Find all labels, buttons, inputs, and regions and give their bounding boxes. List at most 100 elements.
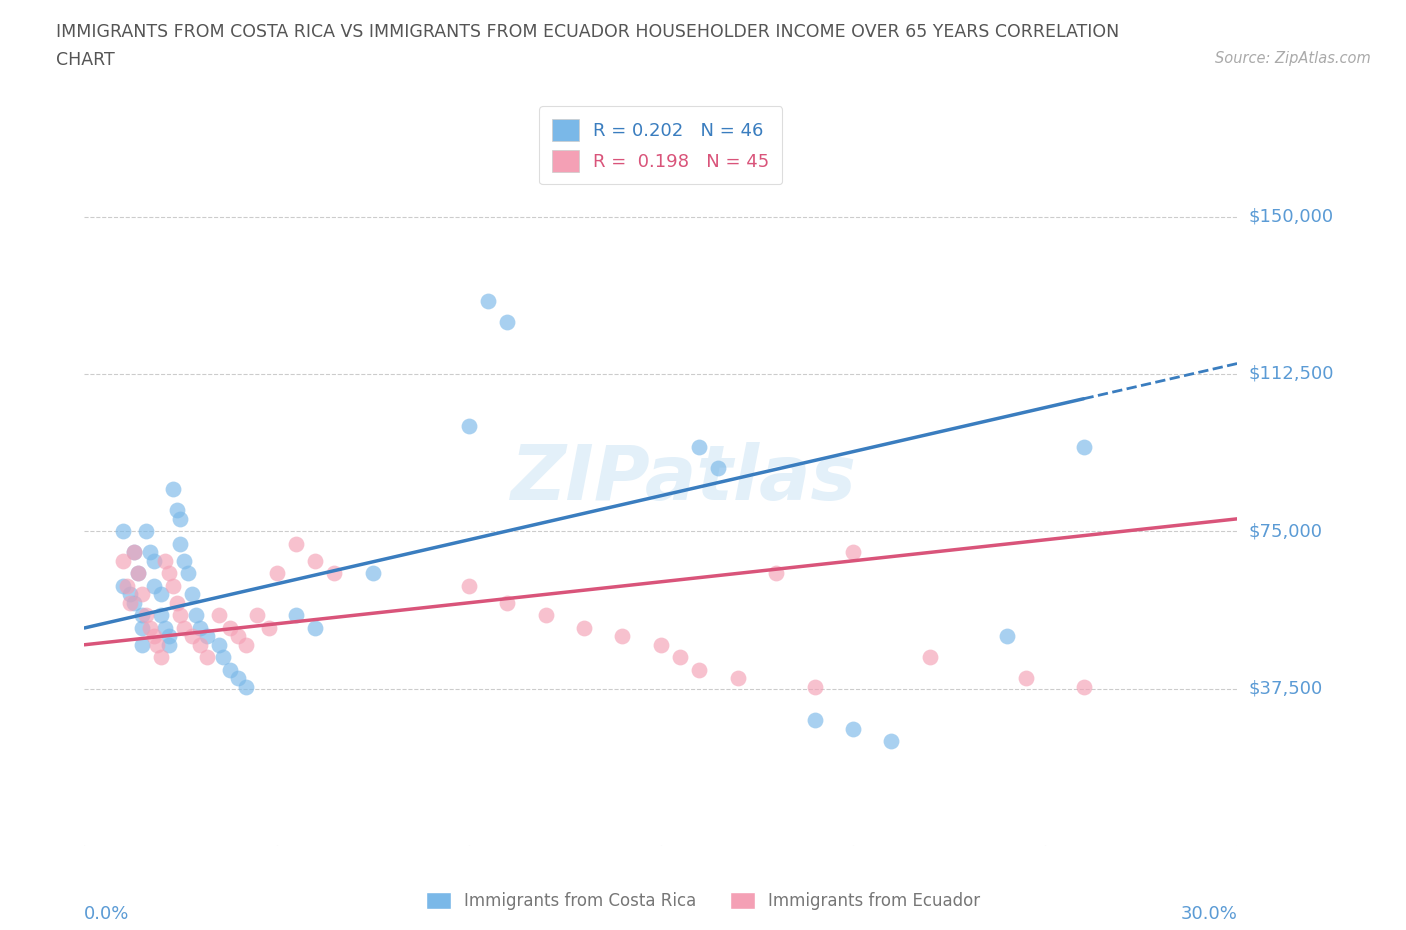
Point	[111, 524, 134, 538]
Point	[120, 595, 142, 610]
Point	[219, 620, 242, 635]
Point	[111, 578, 134, 593]
Point	[284, 608, 307, 623]
Point	[188, 637, 211, 652]
Point	[169, 512, 191, 526]
Point	[138, 545, 160, 560]
Point	[1015, 671, 1038, 685]
Point	[124, 545, 146, 560]
Point	[1073, 440, 1095, 455]
Point	[650, 637, 672, 652]
Point	[142, 553, 165, 568]
Point	[181, 629, 204, 644]
Point	[880, 734, 903, 749]
Point	[177, 566, 200, 581]
Point	[195, 629, 218, 644]
Point	[246, 608, 269, 623]
Point	[235, 637, 257, 652]
Point	[115, 578, 138, 593]
Point	[150, 587, 173, 602]
Point	[765, 566, 787, 581]
Point	[266, 566, 288, 581]
Point	[135, 608, 157, 623]
Point	[235, 679, 257, 694]
Point	[669, 650, 692, 665]
Point	[226, 671, 249, 685]
Point	[477, 293, 499, 308]
Point	[131, 608, 153, 623]
Point	[157, 566, 180, 581]
Point	[304, 553, 326, 568]
Point	[138, 620, 160, 635]
Point	[803, 713, 825, 728]
Point	[173, 553, 195, 568]
Point	[169, 608, 191, 623]
Point	[208, 637, 231, 652]
Point	[211, 650, 233, 665]
Point	[135, 524, 157, 538]
Point	[181, 587, 204, 602]
Point	[226, 629, 249, 644]
Point	[457, 578, 479, 593]
Text: $37,500: $37,500	[1249, 680, 1323, 698]
Point	[111, 553, 134, 568]
Point	[803, 679, 825, 694]
Point	[120, 587, 142, 602]
Point	[284, 537, 307, 551]
Point	[150, 608, 173, 623]
Text: $150,000: $150,000	[1249, 207, 1334, 226]
Point	[361, 566, 384, 581]
Point	[166, 503, 188, 518]
Point	[142, 629, 165, 644]
Text: 0.0%: 0.0%	[84, 905, 129, 923]
Text: Source: ZipAtlas.com: Source: ZipAtlas.com	[1215, 51, 1371, 66]
Point	[688, 440, 710, 455]
Point	[153, 553, 176, 568]
Text: IMMIGRANTS FROM COSTA RICA VS IMMIGRANTS FROM ECUADOR HOUSEHOLDER INCOME OVER 65: IMMIGRANTS FROM COSTA RICA VS IMMIGRANTS…	[56, 23, 1119, 41]
Point	[127, 566, 149, 581]
Point	[219, 662, 242, 677]
Point	[496, 314, 519, 329]
Point	[131, 587, 153, 602]
Point	[162, 578, 184, 593]
Point	[169, 537, 191, 551]
Point	[612, 629, 634, 644]
Point	[131, 620, 153, 635]
Point	[184, 608, 207, 623]
Point	[995, 629, 1018, 644]
Point	[188, 620, 211, 635]
Text: 30.0%: 30.0%	[1181, 905, 1237, 923]
Text: $75,000: $75,000	[1249, 523, 1323, 540]
Point	[173, 620, 195, 635]
Point	[727, 671, 749, 685]
Point	[146, 637, 169, 652]
Legend: Immigrants from Costa Rica, Immigrants from Ecuador: Immigrants from Costa Rica, Immigrants f…	[419, 885, 987, 917]
Point	[157, 637, 180, 652]
Point	[166, 595, 188, 610]
Point	[127, 566, 149, 581]
Point	[124, 545, 146, 560]
Point	[572, 620, 595, 635]
Point	[257, 620, 280, 635]
Point	[918, 650, 941, 665]
Point	[142, 578, 165, 593]
Point	[688, 662, 710, 677]
Point	[162, 482, 184, 497]
Text: ZIPatlas: ZIPatlas	[510, 442, 856, 516]
Point	[131, 637, 153, 652]
Point	[208, 608, 231, 623]
Point	[457, 419, 479, 434]
Point	[323, 566, 346, 581]
Point	[1073, 679, 1095, 694]
Text: CHART: CHART	[56, 51, 115, 69]
Point	[534, 608, 557, 623]
Point	[124, 595, 146, 610]
Point	[304, 620, 326, 635]
Point	[195, 650, 218, 665]
Point	[842, 722, 865, 737]
Text: $112,500: $112,500	[1249, 365, 1334, 383]
Point	[157, 629, 180, 644]
Point	[707, 461, 730, 476]
Point	[496, 595, 519, 610]
Point	[153, 620, 176, 635]
